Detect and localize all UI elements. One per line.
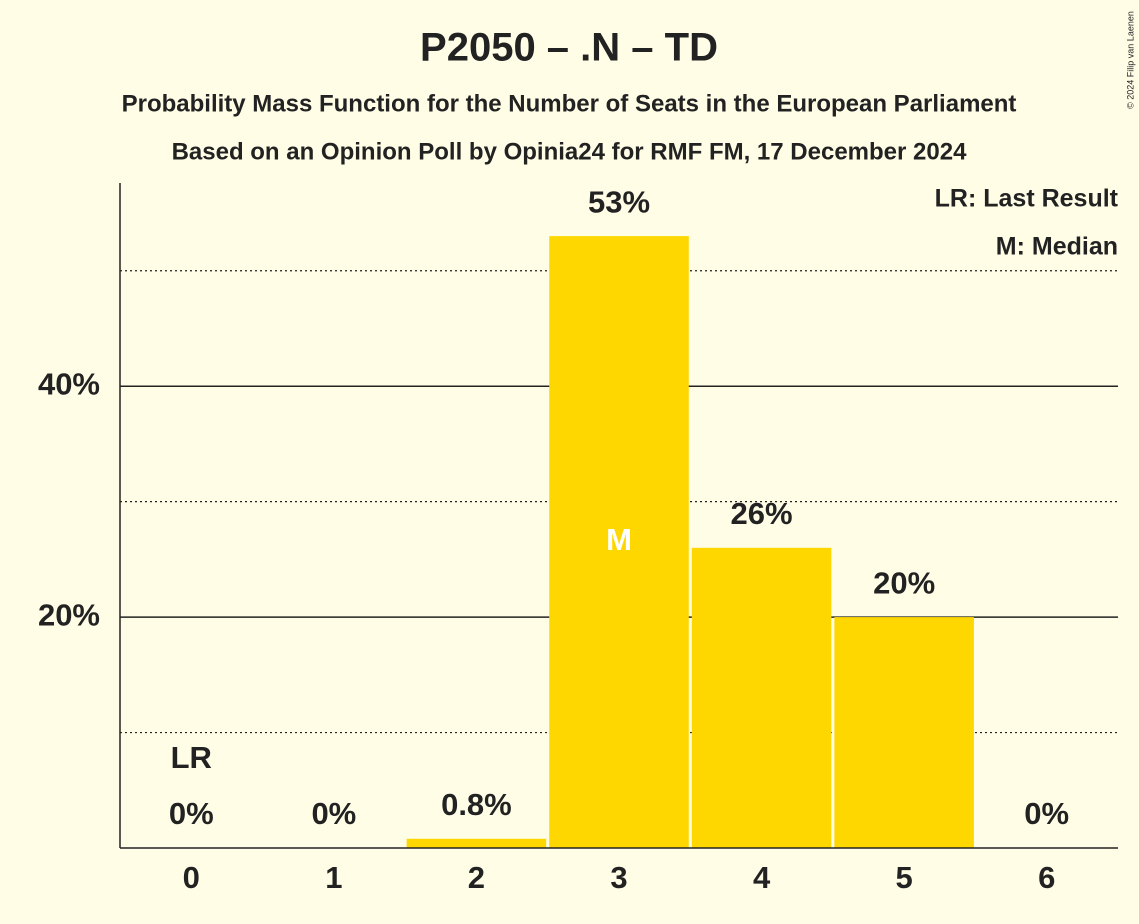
x-tick-label: 2 bbox=[468, 860, 485, 895]
x-tick-label: 1 bbox=[325, 860, 342, 895]
legend-entry: LR: Last Result bbox=[935, 185, 1119, 213]
last-result-label: LR bbox=[171, 740, 212, 775]
value-label: 20% bbox=[873, 565, 935, 600]
value-label: 0.8% bbox=[441, 787, 512, 822]
value-label: 53% bbox=[588, 184, 650, 219]
legend-entry: M: Median bbox=[996, 233, 1118, 261]
bar bbox=[549, 236, 689, 848]
chart-subtitle: Based on an Opinion Poll by Opinia24 for… bbox=[172, 138, 968, 165]
bar bbox=[834, 617, 974, 848]
x-tick-label: 4 bbox=[753, 860, 771, 895]
x-tick-label: 5 bbox=[896, 860, 913, 895]
x-tick-label: 0 bbox=[183, 860, 200, 895]
value-label: 0% bbox=[311, 796, 356, 831]
y-tick-label: 20% bbox=[38, 597, 100, 632]
y-tick-label: 40% bbox=[38, 366, 100, 401]
value-label: 26% bbox=[731, 496, 793, 531]
credit: © 2024 Filip van Laenen bbox=[1125, 11, 1135, 109]
value-label: 0% bbox=[169, 796, 214, 831]
chart-subtitle: Probability Mass Function for the Number… bbox=[122, 90, 1017, 117]
bar bbox=[691, 547, 832, 848]
x-tick-label: 3 bbox=[610, 860, 627, 895]
value-label: 0% bbox=[1024, 796, 1069, 831]
chart-title: P2050 – .N – TD bbox=[420, 26, 718, 70]
bar bbox=[406, 838, 547, 848]
x-tick-label: 6 bbox=[1038, 860, 1055, 895]
median-label: M bbox=[606, 522, 632, 557]
